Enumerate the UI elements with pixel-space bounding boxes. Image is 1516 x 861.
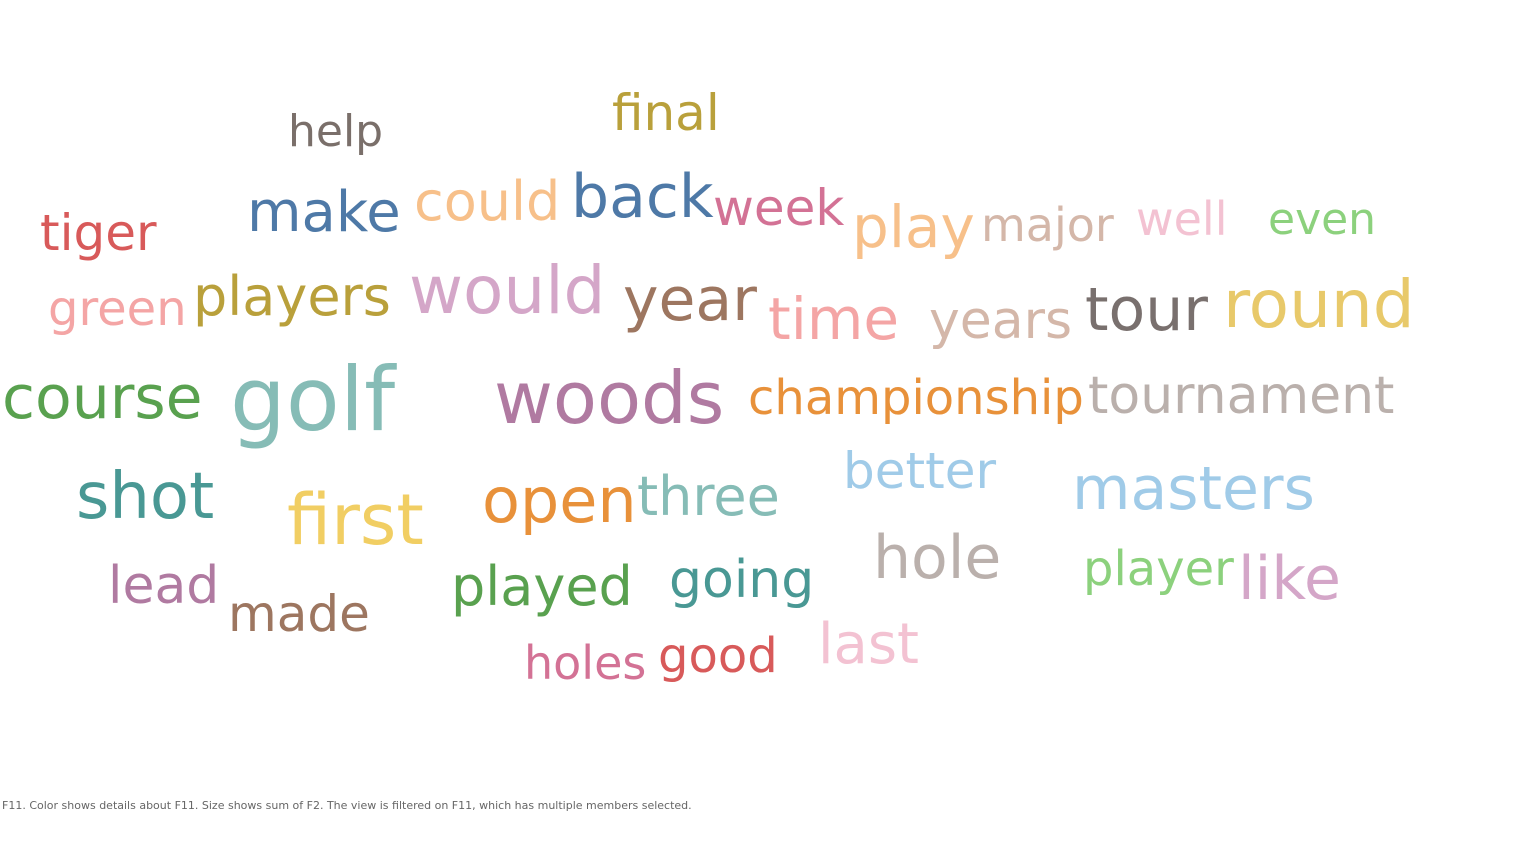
- word-good: good: [658, 628, 778, 684]
- word-could: could: [414, 170, 561, 233]
- word-players: players: [193, 265, 391, 328]
- word-first: first: [287, 479, 424, 561]
- word-woods: woods: [494, 356, 725, 440]
- word-tournament: tournament: [1088, 366, 1395, 426]
- word-hole: hole: [873, 523, 1002, 593]
- word-shot: shot: [76, 460, 215, 534]
- word-championship: championship: [748, 370, 1084, 426]
- word-help: help: [288, 106, 384, 157]
- word-week: week: [713, 179, 845, 237]
- word-lead: lead: [108, 556, 220, 616]
- chart-caption: F11. Color shows details about F11. Size…: [2, 799, 692, 812]
- word-better: better: [843, 442, 997, 500]
- word-cloud: final help tiger make could back week play major…: [2, 84, 1415, 690]
- word-three: three: [637, 465, 780, 528]
- word-last: last: [818, 612, 920, 677]
- word-years: years: [929, 291, 1073, 351]
- word-tiger: tiger: [40, 204, 157, 262]
- word-going: going: [669, 550, 815, 610]
- word-major: major: [981, 198, 1114, 252]
- word-made: made: [228, 585, 370, 643]
- word-make: make: [247, 180, 401, 245]
- word-final: final: [612, 84, 720, 142]
- word-holes: holes: [524, 636, 647, 690]
- word-play: play: [852, 193, 975, 261]
- word-round: round: [1223, 266, 1415, 343]
- word-like: like: [1238, 544, 1341, 614]
- word-course: course: [2, 363, 203, 433]
- word-well: well: [1136, 192, 1228, 246]
- word-green: green: [48, 281, 187, 337]
- word-back: back: [571, 162, 714, 232]
- word-player: player: [1083, 541, 1234, 597]
- word-year: year: [623, 265, 757, 335]
- word-would: would: [409, 252, 606, 329]
- word-tour: tour: [1085, 275, 1208, 345]
- word-open: open: [482, 464, 637, 537]
- word-time: time: [768, 285, 900, 353]
- word-played: played: [451, 555, 633, 618]
- word-golf: golf: [230, 348, 396, 451]
- word-even: even: [1268, 194, 1377, 245]
- word-masters: masters: [1072, 454, 1315, 524]
